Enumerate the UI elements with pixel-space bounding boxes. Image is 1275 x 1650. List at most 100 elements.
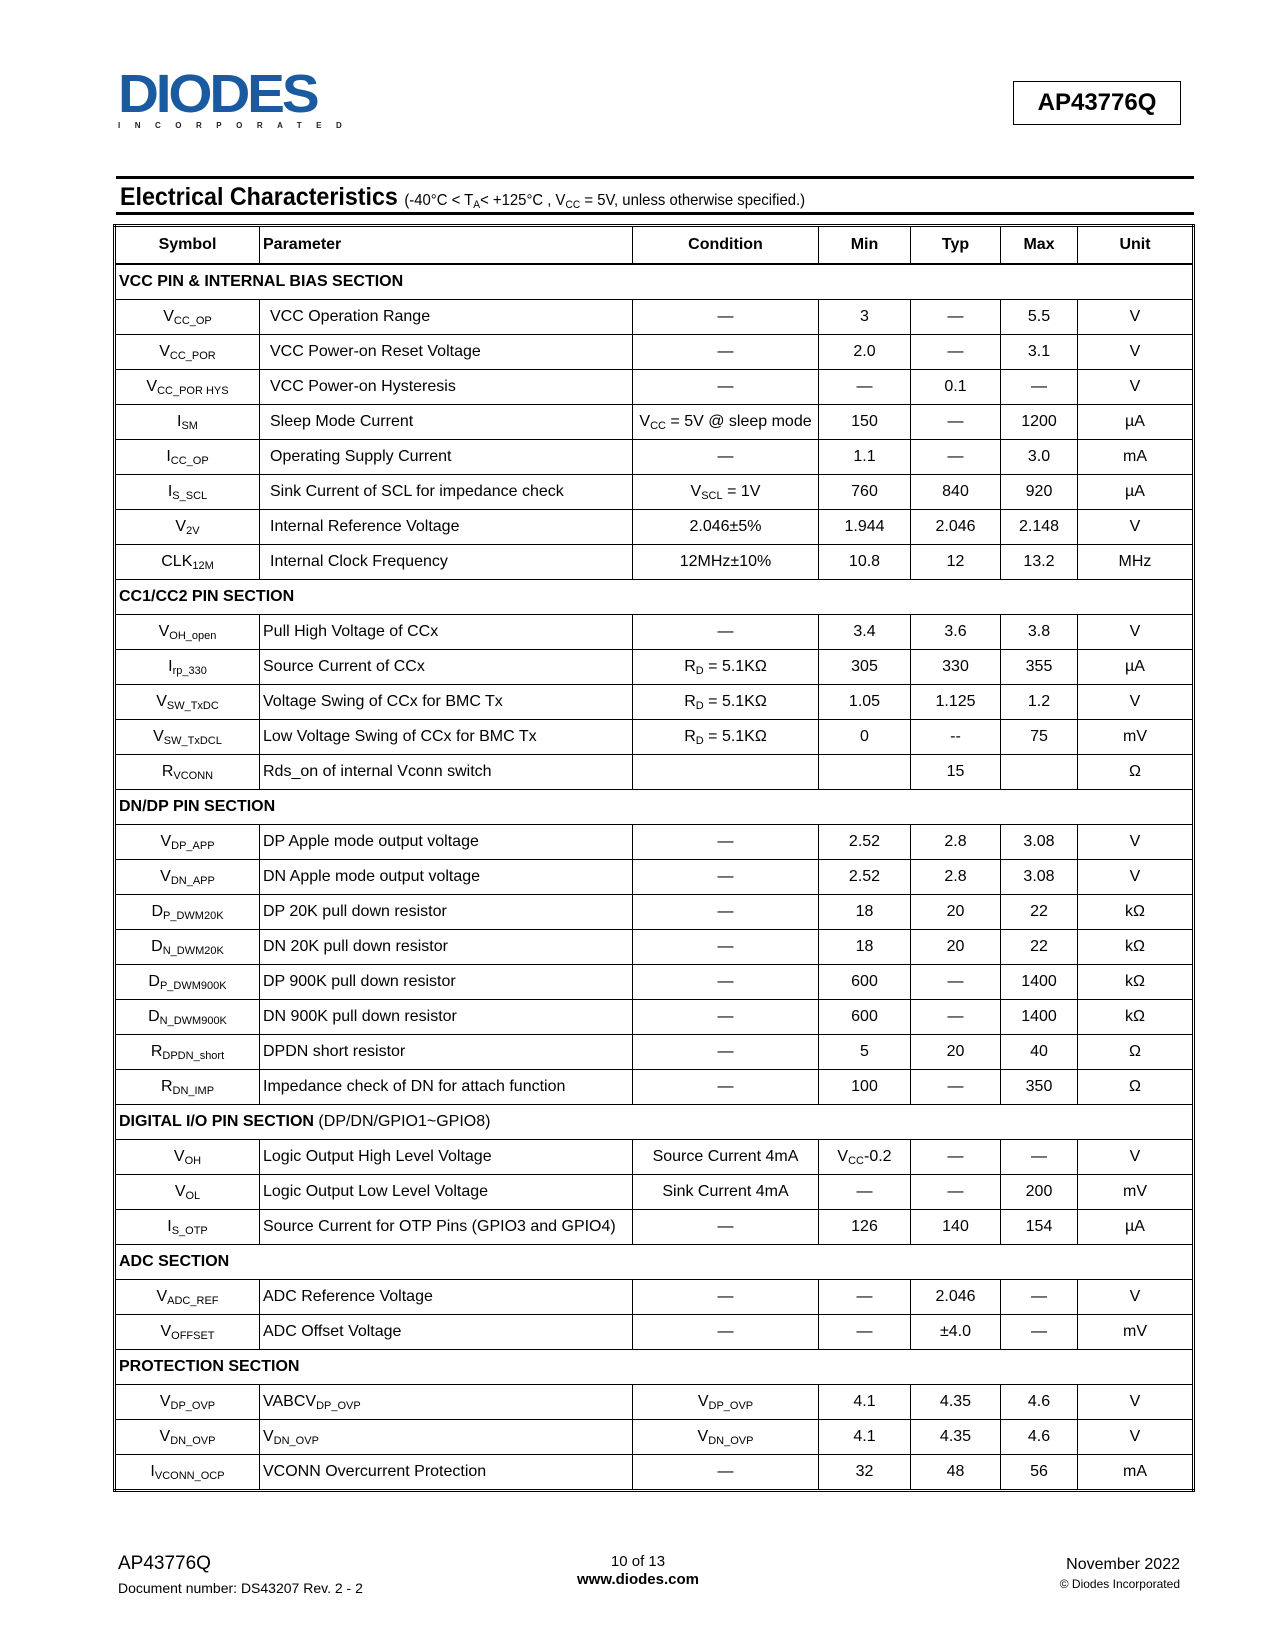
cell-condition: RD = 5.1KΩ — [632, 649, 819, 685]
cell-unit: mV — [1077, 719, 1194, 755]
cell-max: 1.2 — [1000, 684, 1078, 720]
cell-condition: VCC = 5V @ sleep mode — [632, 404, 819, 440]
section-name: PROTECTION SECTION — [114, 1349, 1194, 1385]
cell-parameter: DN Apple mode output voltage — [259, 859, 633, 895]
cell-symbol: RDN_IMP — [114, 1069, 260, 1105]
cell-condition: — — [632, 334, 819, 370]
cell-typ: 2.8 — [910, 859, 1001, 895]
cell-parameter: Sleep Mode Current — [259, 404, 633, 440]
cell-max: 3.08 — [1000, 824, 1078, 860]
cell-parameter: Internal Reference Voltage — [259, 509, 633, 545]
cell-unit: Ω — [1077, 754, 1194, 790]
cell-unit: µA — [1077, 1209, 1194, 1245]
title-condition: (-40°C < TA< +125°C , VCC = 5V, unless o… — [404, 192, 806, 211]
cell-symbol: DP_DWM20K — [114, 894, 260, 930]
cell-parameter: Internal Clock Frequency — [259, 544, 633, 580]
cell-max: 3.1 — [1000, 334, 1078, 370]
cell-typ: 48 — [910, 1454, 1001, 1491]
section-header-row: DN/DP PIN SECTION — [114, 789, 1194, 825]
cell-unit: V — [1077, 369, 1194, 405]
table-row: V2V Internal Reference Voltage 2.046±5% 1.9… — [114, 509, 1194, 545]
cell-symbol: Irp_330 — [114, 649, 260, 685]
cell-min: VCC-0.2 — [818, 1139, 911, 1175]
cell-min: 3 — [818, 299, 911, 335]
cell-max — [1000, 754, 1078, 790]
cell-unit: µA — [1077, 649, 1194, 685]
table-row: DP_DWM20K DP 20K pull down resistor —18 20 2… — [114, 894, 1194, 930]
cell-max: — — [1000, 1139, 1078, 1175]
cell-max: 355 — [1000, 649, 1078, 685]
cell-condition: Sink Current 4mA — [632, 1174, 819, 1210]
cell-condition: — — [632, 824, 819, 860]
cell-typ: 2.046 — [910, 1279, 1001, 1315]
table-row: VCC_POR VCC Power-on Reset Voltage —2.0—3.… — [114, 334, 1194, 370]
table-row: VDP_OVP VABCVDP_OVP VDP_OVP 4.1 4.35 4.6 V — [114, 1384, 1194, 1420]
section-name: CC1/CC2 PIN SECTION — [114, 579, 1194, 615]
section-name: DN/DP PIN SECTION — [114, 789, 1194, 825]
cell-unit: mV — [1077, 1314, 1194, 1350]
cell-min: 600 — [818, 999, 911, 1035]
cell-min: 10.8 — [818, 544, 911, 580]
cell-typ: — — [910, 999, 1001, 1035]
cell-parameter: Source Current of CCx — [259, 649, 633, 685]
table-row: VOH Logic Output High Level Voltage Source… — [114, 1139, 1194, 1175]
cell-min: — — [818, 1314, 911, 1350]
website-link[interactable]: www.diodes.com — [577, 1571, 699, 1588]
table-row: IS_OTP Source Current for OTP Pins (GPIO3… — [114, 1209, 1194, 1245]
table-row: VCC_OP VCC Operation Range —3—5.5 V — [114, 299, 1194, 335]
cell-min: 18 — [818, 894, 911, 930]
cell-unit: mA — [1077, 439, 1194, 475]
cell-symbol: VOFFSET — [114, 1314, 260, 1350]
cell-max: 200 — [1000, 1174, 1078, 1210]
cell-typ: — — [910, 1069, 1001, 1105]
cell-symbol: DN_DWM20K — [114, 929, 260, 965]
cell-max: 3.8 — [1000, 614, 1078, 650]
cell-typ: — — [910, 439, 1001, 475]
diodes-logo: DIODES INCORPORATED — [118, 64, 357, 130]
cell-typ: 20 — [910, 929, 1001, 965]
section-header-row: VCC PIN & INTERNAL BIAS SECTION — [114, 263, 1194, 300]
table-row: VOH_open Pull High Voltage of CCx —3.4 3.6 3… — [114, 614, 1194, 650]
cell-symbol: VOH — [114, 1139, 260, 1175]
cell-parameter: DP 900K pull down resistor — [259, 964, 633, 1000]
cell-condition: — — [632, 1279, 819, 1315]
cell-typ: 12 — [910, 544, 1001, 580]
table-row: VOL Logic Output Low Level Voltage Sink Cu… — [114, 1174, 1194, 1210]
cell-min: 600 — [818, 964, 911, 1000]
cell-symbol: VDP_APP — [114, 824, 260, 860]
cell-condition — [632, 754, 819, 790]
cell-parameter: Logic Output Low Level Voltage — [259, 1174, 633, 1210]
cell-symbol: ICC_OP — [114, 439, 260, 475]
cell-min: 32 — [818, 1454, 911, 1491]
cell-parameter: Pull High Voltage of CCx — [259, 614, 633, 650]
cell-typ: 0.1 — [910, 369, 1001, 405]
cell-max: 1400 — [1000, 964, 1078, 1000]
cell-unit: Ω — [1077, 1069, 1194, 1105]
cell-typ: — — [910, 334, 1001, 370]
cell-parameter: Operating Supply Current — [259, 439, 633, 475]
cell-condition: VDP_OVP — [632, 1384, 819, 1420]
cell-symbol: IS_SCL — [114, 474, 260, 510]
cell-condition: — — [632, 894, 819, 930]
cell-condition: 2.046±5% — [632, 509, 819, 545]
cell-typ: — — [910, 299, 1001, 335]
cell-max: — — [1000, 1314, 1078, 1350]
cell-parameter: DN 900K pull down resistor — [259, 999, 633, 1035]
table-row: IS_SCL Sink Current of SCL for impedance … — [114, 474, 1194, 510]
cell-max: 75 — [1000, 719, 1078, 755]
cell-symbol: VOH_open — [114, 614, 260, 650]
cell-symbol: V2V — [114, 509, 260, 545]
cell-typ: — — [910, 964, 1001, 1000]
cell-max: 2.148 — [1000, 509, 1078, 545]
cell-parameter: VCC Operation Range — [259, 299, 633, 335]
cell-typ: 4.35 — [910, 1384, 1001, 1420]
cell-typ: 2.046 — [910, 509, 1001, 545]
column-header-parameter: Parameter — [259, 225, 633, 265]
table-row: VOFFSET ADC Offset Voltage — — ±4.0— mV — [114, 1314, 1194, 1350]
cell-unit: V — [1077, 1384, 1194, 1420]
cell-min: 2.0 — [818, 334, 911, 370]
cell-parameter: Source Current for OTP Pins (GPIO3 and G… — [259, 1209, 633, 1245]
cell-max: 4.6 — [1000, 1419, 1078, 1455]
cell-parameter: Voltage Swing of CCx for BMC Tx — [259, 684, 633, 720]
